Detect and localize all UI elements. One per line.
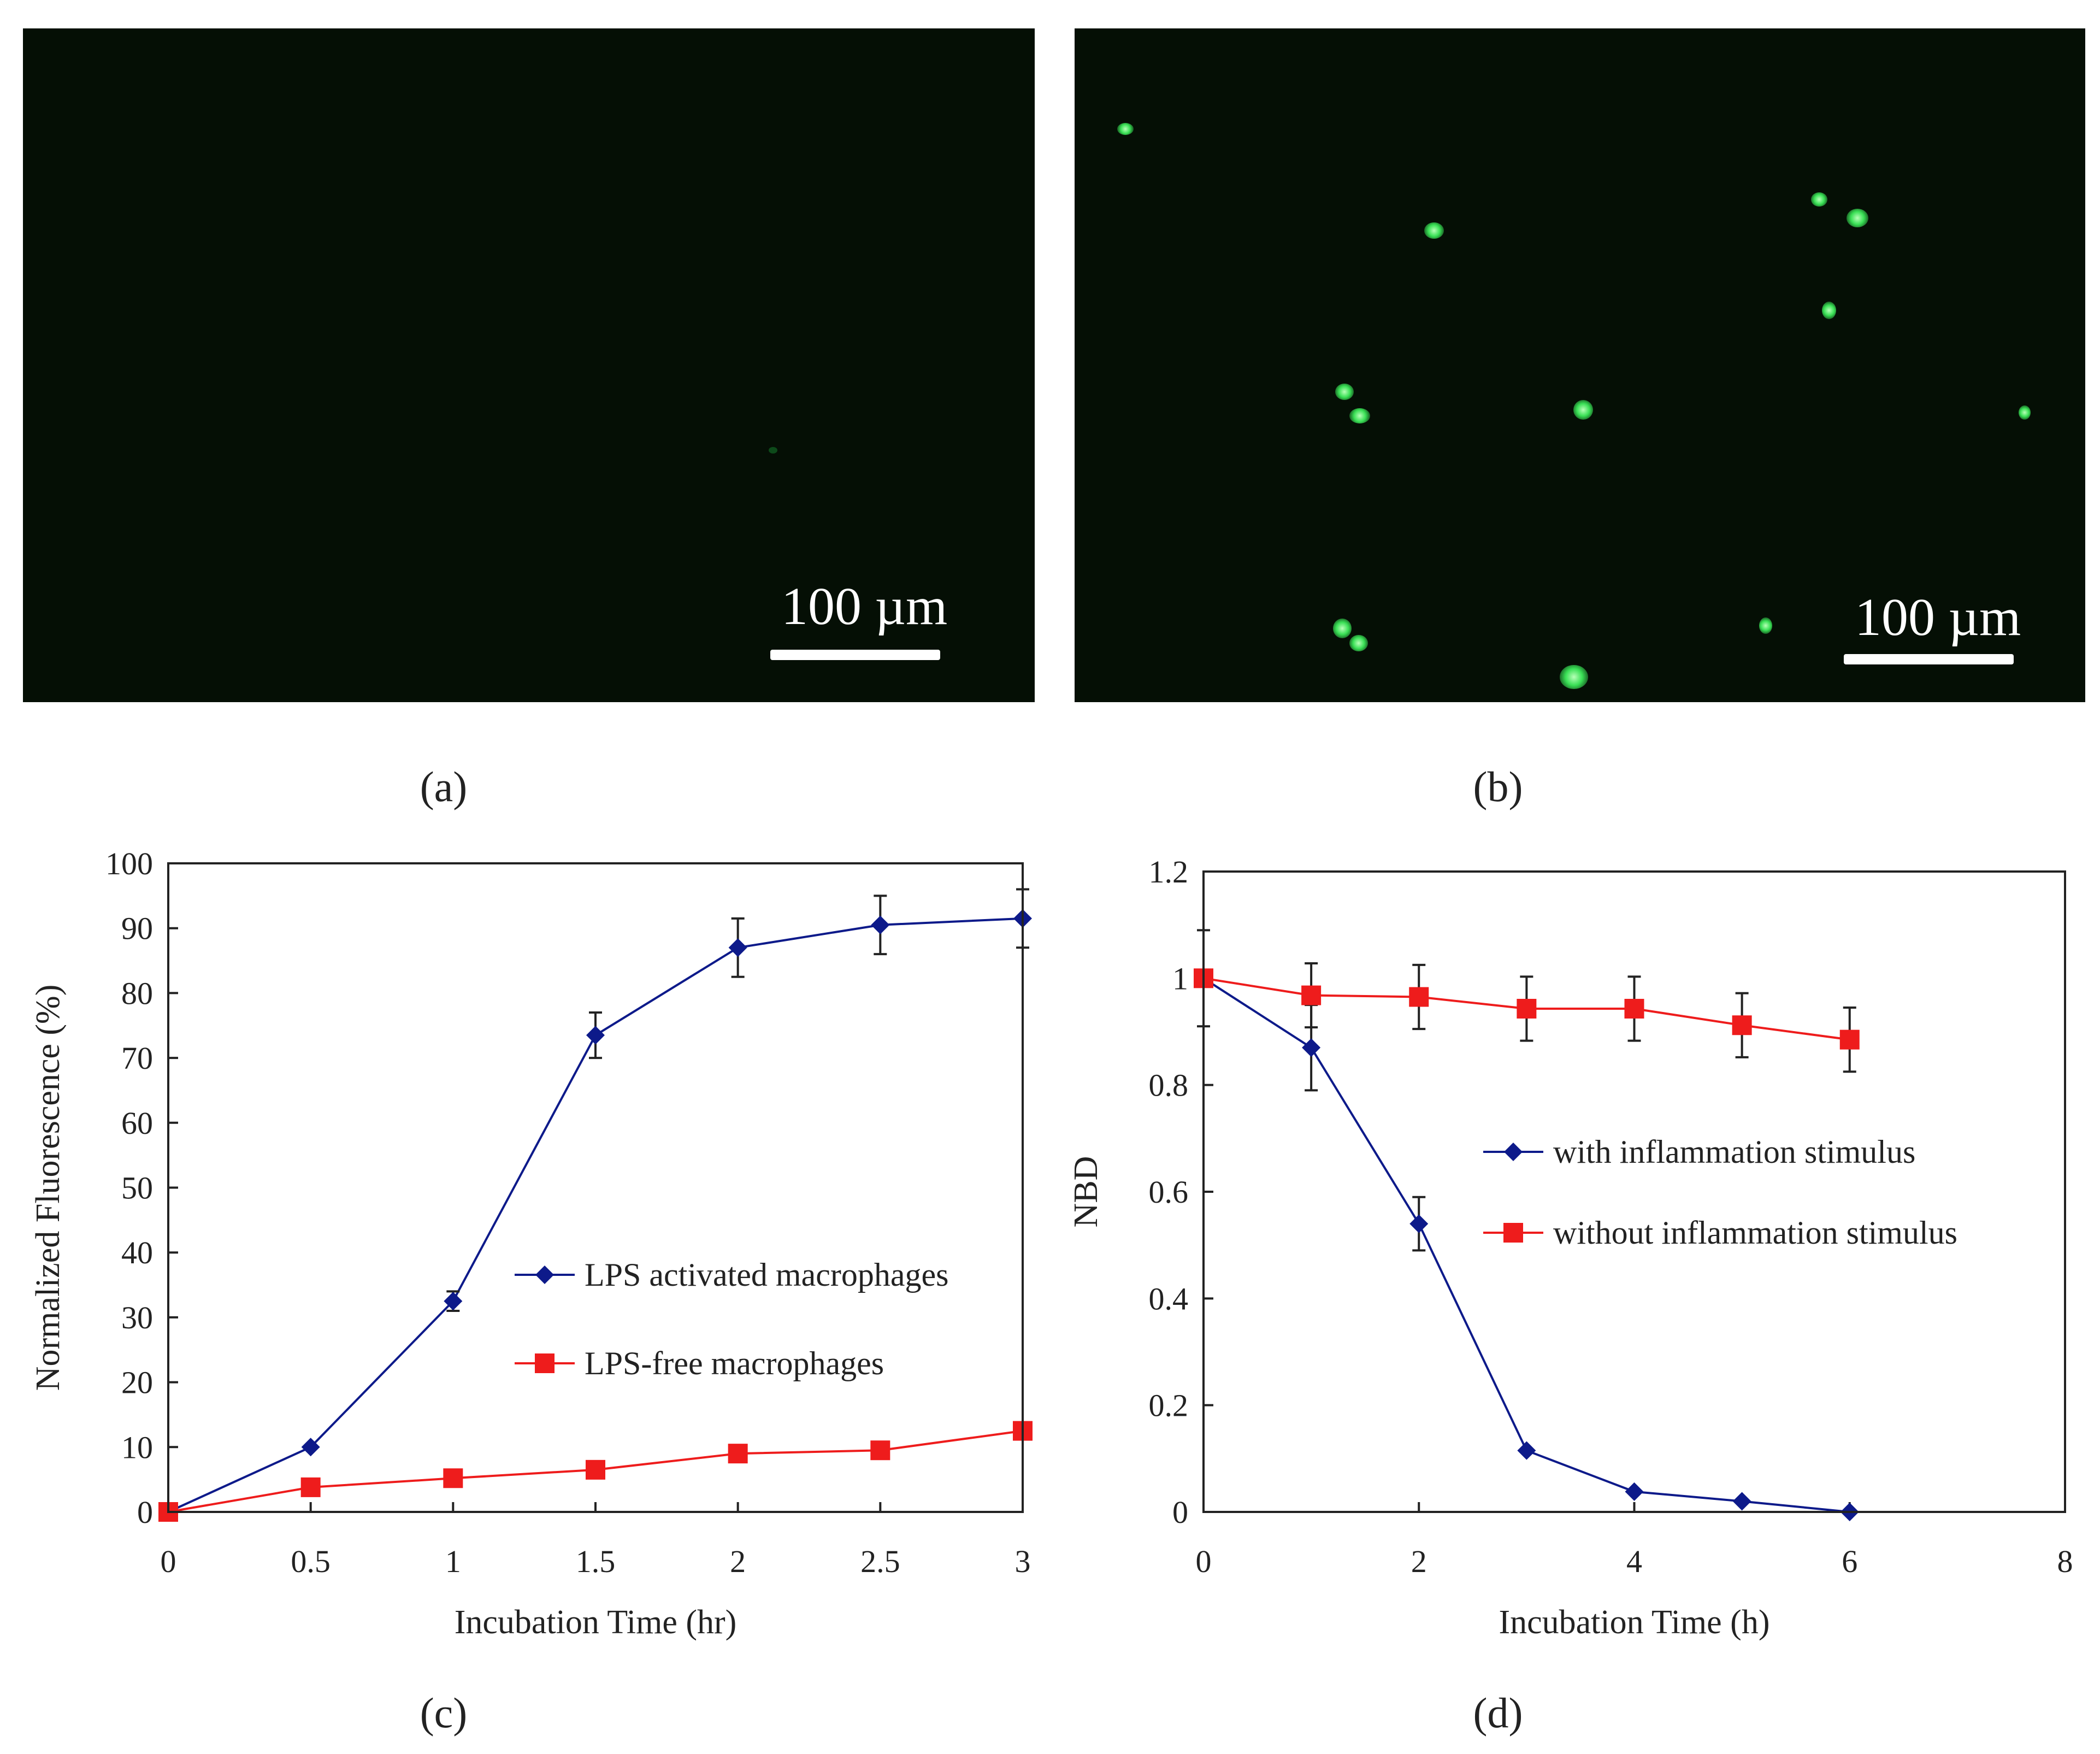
x-tick-label: 4 — [1626, 1544, 1642, 1579]
legend-label: LPS activated macrophages — [585, 1257, 948, 1293]
x-tick-label: 3 — [1015, 1544, 1031, 1579]
y-tick-label: 1.2 — [1149, 854, 1189, 890]
data-point — [728, 1444, 748, 1464]
legend-label: with inflammation stimulus — [1553, 1134, 1915, 1170]
data-point — [1625, 1482, 1644, 1501]
y-tick-label: 90 — [121, 911, 153, 946]
panel-label-c: (c) — [420, 1689, 468, 1737]
y-tick-label: 10 — [121, 1429, 153, 1465]
scale-bar-label-a: 100 µm — [781, 577, 948, 636]
fluorescent-cell — [1560, 665, 1588, 689]
x-tick-label: 2 — [1411, 1544, 1427, 1579]
data-point — [1517, 1441, 1536, 1460]
fluorescent-cell — [1759, 617, 1772, 634]
series-line — [168, 917, 1023, 1513]
scale-bar-b — [1844, 654, 2014, 664]
data-point — [535, 1266, 554, 1284]
y-tick-label: 70 — [121, 1040, 153, 1076]
data-point — [1517, 999, 1537, 1019]
y-tick-label: 0.2 — [1149, 1388, 1189, 1423]
legend-label: without inflammation stimulus — [1553, 1215, 1957, 1251]
y-tick-label: 0 — [137, 1494, 153, 1530]
fluorescent-cell — [1349, 635, 1368, 651]
scale-bar-label-b: 100 µm — [1855, 588, 2021, 647]
y-tick-label: 0.4 — [1149, 1281, 1189, 1316]
data-point — [1732, 1015, 1752, 1035]
y-tick-label: 50 — [121, 1170, 153, 1206]
y-tick-label: 20 — [121, 1365, 153, 1400]
data-point — [1409, 1214, 1429, 1233]
data-point — [1624, 999, 1644, 1019]
fluorescent-cell — [1424, 222, 1444, 239]
data-point — [1504, 1143, 1523, 1161]
y-tick-label: 60 — [121, 1105, 153, 1141]
panel-label-d: (d) — [1473, 1689, 1523, 1737]
data-point — [535, 1353, 555, 1373]
x-tick-label: 2.5 — [860, 1544, 900, 1579]
x-tick-label: 0 — [161, 1544, 176, 1579]
x-tick-label: 0 — [1196, 1544, 1212, 1579]
fluorescent-cell — [1335, 384, 1354, 400]
y-tick-label: 80 — [121, 975, 153, 1011]
data-point — [1302, 1038, 1321, 1057]
fluorescent-cell — [1811, 192, 1827, 207]
faint-cell-spot — [769, 447, 777, 454]
data-point — [1732, 1492, 1751, 1511]
y-axis-label-d: NBD — [1067, 1156, 1105, 1228]
x-tick-label: 1 — [445, 1544, 461, 1579]
data-point — [1301, 985, 1322, 1005]
scale-bar-a — [770, 650, 940, 660]
y-tick-label: 0.6 — [1149, 1174, 1189, 1210]
panel-label-b: (b) — [1473, 763, 1523, 810]
data-point — [1839, 1029, 1860, 1050]
x-tick-label: 1.5 — [576, 1544, 616, 1579]
chart-d: 0 0.2 0.4 0.6 0.8 1 1.2 0 2 4 6 8 Incubation Time … — [1067, 854, 2073, 1641]
data-point — [728, 938, 747, 957]
panel-label-a: (a) — [420, 763, 468, 810]
data-point — [871, 915, 890, 934]
y-axis-label-c: Normalized Fluorescence (%) — [30, 985, 67, 1391]
plot-frame-d — [1202, 870, 2066, 1513]
fluorescent-cell — [1333, 619, 1352, 638]
data-point — [444, 1292, 463, 1311]
x-axis-label-c: Incubation Time (hr) — [455, 1604, 737, 1641]
y-tick-label: 100 — [105, 846, 153, 881]
micrograph-a: 100 µm — [23, 28, 1035, 702]
legend-label: LPS-free macrophages — [585, 1345, 884, 1381]
fluorescent-cell — [2019, 405, 2031, 420]
y-tick-label: 0.8 — [1149, 1068, 1189, 1103]
y-tick-label: 40 — [121, 1235, 153, 1270]
data-point — [301, 1438, 320, 1457]
fluorescent-cell — [1847, 209, 1868, 227]
x-tick-label: 0.5 — [291, 1544, 331, 1579]
data-point — [300, 1477, 321, 1497]
fluorescent-cell — [1349, 408, 1370, 423]
fluorescent-cell — [1822, 302, 1836, 319]
micrograph-b: 100 µm — [1075, 28, 2085, 702]
y-tick-label: 0 — [1172, 1494, 1188, 1530]
plot-frame-c — [167, 862, 1024, 1513]
chart-c: 0 10 20 30 40 50 60 70 80 90 100 0 0.5 1 1.5 2 2.5 3 Inc… — [30, 846, 1033, 1641]
x-tick-label: 8 — [2057, 1544, 2073, 1579]
x-tick-label: 2 — [730, 1544, 746, 1579]
fluorescent-cell — [1117, 123, 1134, 135]
y-tick-label: 1 — [1172, 961, 1188, 996]
fluorescent-cell — [1573, 400, 1593, 420]
y-tick-label: 30 — [121, 1300, 153, 1335]
data-point — [1409, 987, 1429, 1007]
data-point — [443, 1468, 463, 1488]
data-point — [586, 1459, 605, 1480]
data-point — [870, 1440, 890, 1461]
data-point — [1503, 1223, 1523, 1243]
data-point — [586, 1026, 605, 1045]
x-axis-label-d: Incubation Time (h) — [1499, 1604, 1770, 1641]
x-tick-label: 6 — [1842, 1544, 1857, 1579]
